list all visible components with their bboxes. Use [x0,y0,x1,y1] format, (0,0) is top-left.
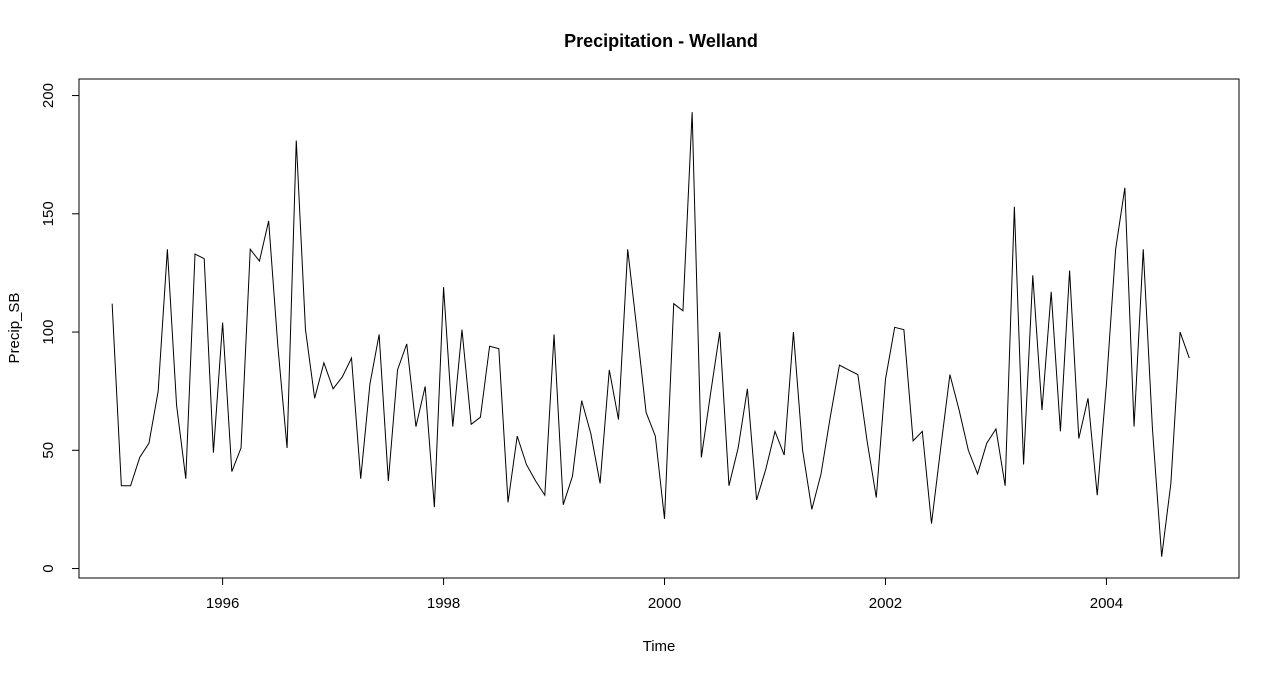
y-axis: 0 50 100 150 200 [40,83,80,573]
y-tick-label: 50 [40,442,57,459]
x-tick-label: 2004 [1090,595,1123,612]
x-tick-label: 1996 [206,595,239,612]
y-tick-label: 150 [40,201,57,226]
plot-area [111,112,1190,557]
y-tick-label: 100 [40,320,57,345]
y-tick-label: 0 [40,564,57,572]
x-tick-label: 2000 [648,595,681,612]
chart-title: Precipitation - Welland [564,31,758,51]
y-axis-label: Precip_SB [6,293,23,364]
plot-frame [78,78,1240,579]
x-axis-label: Time [643,638,676,655]
x-tick-label: 2002 [869,595,902,612]
x-axis: 1996 1998 2000 2002 2004 [206,577,1123,612]
y-tick-label: 200 [40,83,57,108]
precipitation-series-line [111,112,1190,557]
x-tick-label: 1998 [427,595,460,612]
